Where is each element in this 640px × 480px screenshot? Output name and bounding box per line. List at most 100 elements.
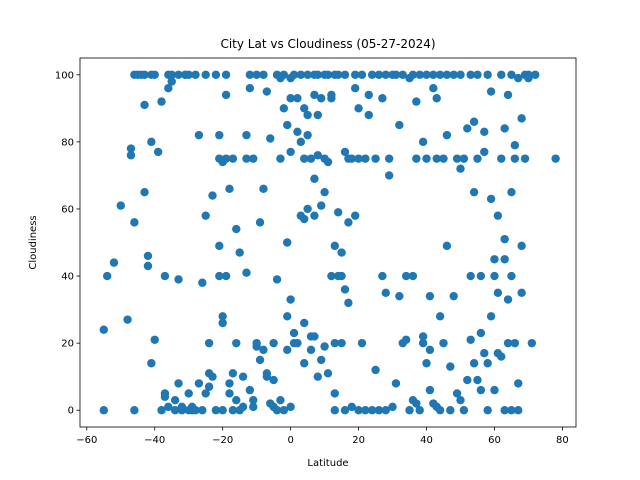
- data-point: [221, 90, 231, 100]
- data-point: [510, 338, 520, 348]
- data-point: [459, 154, 469, 163]
- data-point: [221, 70, 231, 79]
- y-axis-label: Cloudiness: [28, 215, 39, 269]
- data-point: [211, 406, 221, 415]
- y-tick-label: 80: [61, 137, 74, 148]
- data-point: [174, 70, 183, 79]
- data-point: [160, 392, 170, 402]
- data-point: [452, 389, 462, 398]
- data-point: [507, 271, 516, 281]
- data-point: [371, 154, 380, 163]
- data-point: [194, 379, 204, 388]
- data-point: [497, 352, 506, 361]
- data-point: [347, 402, 356, 412]
- data-point: [490, 385, 499, 395]
- data-point: [276, 154, 285, 163]
- data-point: [327, 90, 336, 100]
- data-point: [354, 154, 363, 163]
- chart-title: City Lat vs Cloudiness (05-27-2024): [220, 37, 435, 51]
- data-point: [442, 241, 452, 251]
- data-point: [259, 184, 268, 194]
- data-point: [235, 248, 244, 257]
- data-point: [350, 211, 360, 220]
- data-point: [300, 359, 309, 368]
- data-point: [490, 271, 499, 281]
- data-point: [249, 402, 258, 412]
- data-point: [361, 406, 370, 415]
- data-point: [337, 338, 346, 348]
- data-point: [401, 271, 411, 281]
- x-tick-label: −40: [144, 435, 165, 446]
- data-point: [531, 70, 540, 79]
- data-point: [262, 372, 272, 381]
- y-tick-label: 0: [68, 406, 74, 417]
- data-point: [272, 275, 282, 284]
- data-point: [456, 70, 465, 79]
- data-point: [201, 211, 210, 220]
- data-point: [340, 285, 350, 294]
- data-point: [503, 338, 513, 348]
- data-point: [215, 241, 224, 251]
- data-point: [279, 70, 289, 79]
- data-point: [245, 385, 255, 395]
- data-point: [126, 144, 136, 153]
- data-point: [483, 406, 492, 415]
- data-point: [150, 335, 159, 344]
- data-point: [500, 124, 509, 133]
- data-point: [150, 70, 159, 79]
- data-point: [340, 406, 350, 415]
- data-point: [527, 338, 537, 348]
- data-point: [480, 127, 489, 136]
- data-point: [367, 70, 377, 79]
- data-point: [313, 70, 323, 79]
- data-point: [374, 406, 384, 415]
- data-point: [483, 359, 492, 368]
- data-point: [456, 164, 465, 173]
- data-point: [439, 154, 448, 163]
- data-point: [395, 291, 404, 301]
- data-point: [401, 335, 411, 344]
- data-point: [520, 154, 530, 163]
- data-point: [395, 120, 404, 130]
- data-point: [350, 70, 360, 79]
- data-point: [480, 349, 489, 358]
- data-point: [167, 70, 176, 79]
- data-point: [384, 154, 394, 163]
- data-point: [327, 271, 336, 281]
- data-point: [225, 379, 234, 388]
- data-point: [221, 271, 231, 281]
- data-point: [238, 372, 248, 381]
- data-point: [378, 271, 387, 281]
- data-point: [517, 241, 526, 251]
- data-point: [242, 130, 251, 140]
- data-point: [361, 154, 370, 163]
- data-point: [300, 214, 309, 224]
- data-point: [208, 372, 217, 381]
- data-point: [232, 338, 241, 348]
- data-point: [473, 154, 482, 163]
- data-point: [262, 87, 272, 96]
- data-point: [232, 224, 241, 234]
- data-point: [507, 406, 516, 415]
- data-point: [323, 369, 333, 378]
- data-point: [303, 110, 312, 120]
- data-point: [463, 124, 472, 133]
- data-point: [310, 332, 319, 341]
- data-point: [286, 147, 295, 157]
- data-point: [524, 70, 533, 79]
- data-point: [204, 338, 214, 348]
- data-point: [320, 342, 329, 351]
- data-point: [340, 70, 350, 79]
- data-point: [463, 375, 472, 385]
- data-point: [435, 312, 445, 321]
- data-point: [337, 271, 346, 281]
- data-point: [303, 130, 312, 140]
- data-point: [425, 385, 435, 395]
- data-point: [242, 154, 251, 163]
- data-point: [293, 127, 302, 136]
- data-point: [418, 338, 428, 348]
- data-point: [551, 154, 560, 163]
- data-point: [218, 318, 227, 328]
- y-axis-ticks: 0 20 40 60 80 100: [55, 70, 80, 417]
